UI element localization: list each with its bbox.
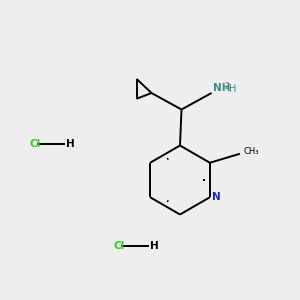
Text: Cl: Cl (114, 241, 125, 251)
Text: CH₃: CH₃ (244, 147, 259, 156)
Text: N: N (212, 192, 221, 202)
Text: NH: NH (213, 83, 230, 94)
Text: 2: 2 (224, 82, 229, 91)
Text: H: H (66, 139, 75, 149)
Text: H: H (229, 84, 236, 94)
Text: Cl: Cl (30, 139, 41, 149)
Text: H: H (150, 241, 159, 251)
